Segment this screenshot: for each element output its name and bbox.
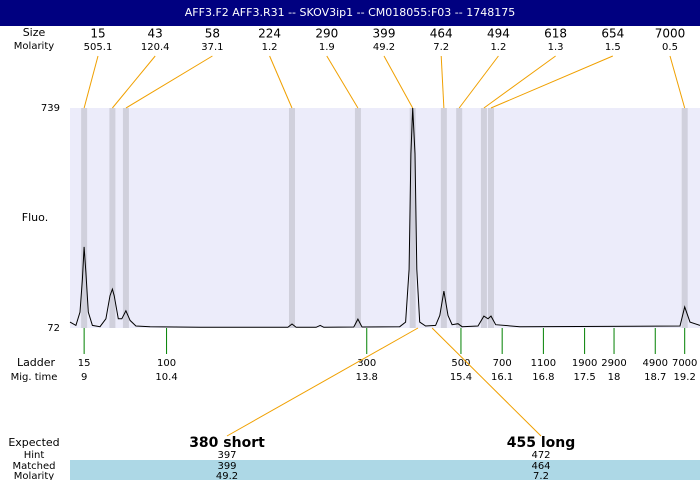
ladder-time: 19.2 [674,372,696,383]
peak-size: 43 [148,27,163,41]
peak-band [109,108,116,328]
peak-size: 464 [430,27,453,41]
ladder-size: 300 [357,358,376,369]
peak-molarity: 37.1 [201,42,223,53]
ladder-size: 1100 [531,358,556,369]
peak-band [354,108,361,328]
chart-title: AFF3.F2 AFF3.R31 -- SKOV3ip1 -- CM018055… [185,6,515,19]
ladder-size: 7000 [672,358,697,369]
ladder-size: 100 [157,358,176,369]
peak-band [288,108,295,328]
ladder-time: 17.5 [573,372,595,383]
ladder-size: 4900 [643,358,668,369]
peak-connector [490,55,613,109]
plot-area [70,108,700,328]
peak-size: 654 [601,27,624,41]
peak-band [440,108,447,328]
row-label: Molarity [14,41,54,52]
molarity-value: 49.2 [216,471,238,480]
peak-connector [669,55,686,109]
peak-molarity: 1.9 [319,42,335,53]
ladder-size: 500 [451,358,470,369]
peak-band [81,108,88,328]
peak-molarity: 505.1 [84,42,113,53]
ladder-time: 9 [81,372,87,383]
peak-connector [440,55,445,109]
ladder-time: 15.4 [450,372,472,383]
peak-connector [269,55,293,109]
peak-size: 58 [205,27,220,41]
expected-connector [226,327,419,437]
peak-connector [326,55,359,109]
peak-size: 224 [258,27,281,41]
peak-molarity: 1.2 [262,42,278,53]
ladder-label: Ladder [17,356,56,369]
hint-label: Hint [24,450,45,461]
peak-band [122,108,129,328]
peak-band [456,108,463,328]
expected-label: 455 long [507,435,576,451]
matched-band [70,460,700,480]
peak-band [409,108,416,328]
peak-connector [458,55,499,109]
peak-connector [83,55,99,109]
peak-connector [383,55,414,109]
peak-molarity: 1.5 [605,42,621,53]
peak-size: 618 [544,27,567,41]
peak-connector [483,55,556,109]
ladder-time-label: Mig. time [11,372,58,383]
ladder-time: 18.7 [644,372,666,383]
trace [69,107,700,328]
peak-size: 15 [90,27,105,41]
peak-molarity: 120.4 [141,42,170,53]
peak-molarity: 1.3 [548,42,564,53]
expected-label: Expected [8,436,59,449]
title-bar [0,0,700,26]
ladder-size: 700 [493,358,512,369]
ladder-size: 2900 [601,358,626,369]
peak-size: 7000 [655,27,686,41]
y-axis-label: Fluo. [22,211,48,224]
matched-value: 464 [531,461,550,472]
ladder-size: 1900 [572,358,597,369]
ladder-time: 16.1 [491,372,513,383]
matched-label: Matched [12,461,55,472]
peak-size: 399 [373,27,396,41]
row-label: Size [23,26,46,39]
ladder-time: 16.8 [532,372,554,383]
peak-band [487,108,494,328]
hint-value: 397 [217,450,236,461]
peak-molarity: 7.2 [433,42,449,53]
peak-band [480,108,487,328]
molarity-label: Molarity [14,471,54,480]
y-tick-label: 72 [47,323,60,334]
expected-connector [431,327,542,437]
hint-value: 472 [531,450,550,461]
peak-molarity: 1.2 [490,42,506,53]
ladder-time: 13.8 [356,372,378,383]
expected-label: 380 short [189,435,265,451]
molarity-value: 7.2 [533,471,549,480]
ladder-time: 18 [608,372,621,383]
peak-molarity: 49.2 [373,42,395,53]
peak-band [681,108,688,328]
peak-size: 494 [487,27,510,41]
peak-molarity: 0.5 [662,42,678,53]
ladder-time: 10.4 [155,372,177,383]
peak-size: 290 [315,27,338,41]
peak-connector [112,55,156,109]
matched-value: 399 [217,461,236,472]
ladder-size: 15 [78,358,91,369]
y-tick-label: 739 [41,103,60,114]
peak-connector [125,55,213,109]
